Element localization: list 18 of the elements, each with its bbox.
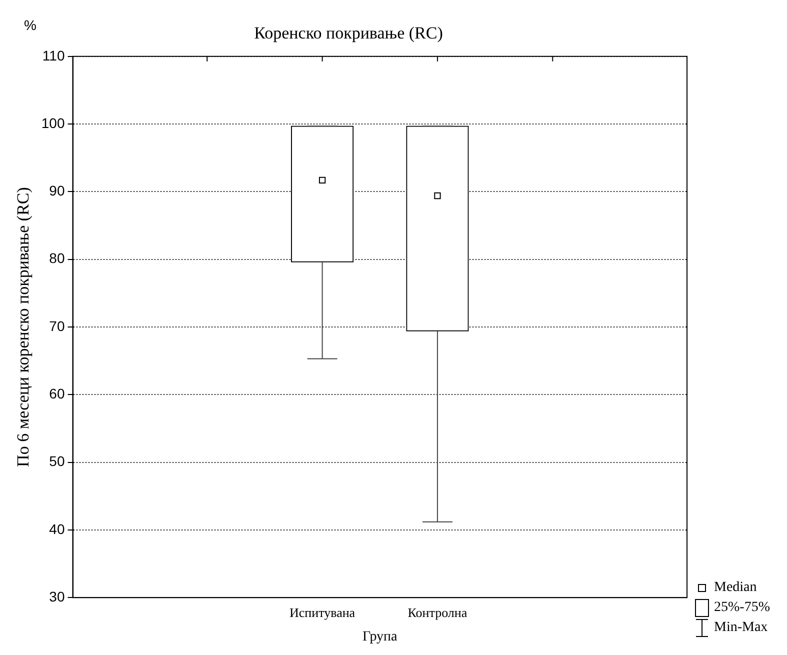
- x-axis-title: Група: [362, 629, 398, 644]
- y-tick-label: 70: [49, 318, 65, 334]
- y-tick-label: 30: [49, 588, 65, 604]
- y-tick-label: 50: [49, 453, 65, 470]
- y-axis-title: По 6 месеци коренско покривање (RC): [14, 187, 33, 467]
- y-tick-label: 40: [49, 520, 65, 537]
- text: Median: [714, 578, 757, 597]
- text: 25%-75%: [714, 598, 770, 617]
- y-tick-label: 90: [49, 182, 65, 199]
- chart-title: Коренско покривање (RC): [254, 24, 443, 43]
- y-tick-label: 110: [42, 47, 65, 64]
- y-tick-label: 80: [49, 250, 65, 266]
- text: Min-Max: [714, 618, 768, 637]
- y-tick-label: 60: [49, 386, 65, 402]
- x-tick-label: Испитувана: [290, 604, 356, 620]
- text: %: [24, 16, 36, 33]
- y-tick-label: 100: [41, 114, 65, 131]
- x-tick-label: Контролна: [408, 604, 468, 620]
